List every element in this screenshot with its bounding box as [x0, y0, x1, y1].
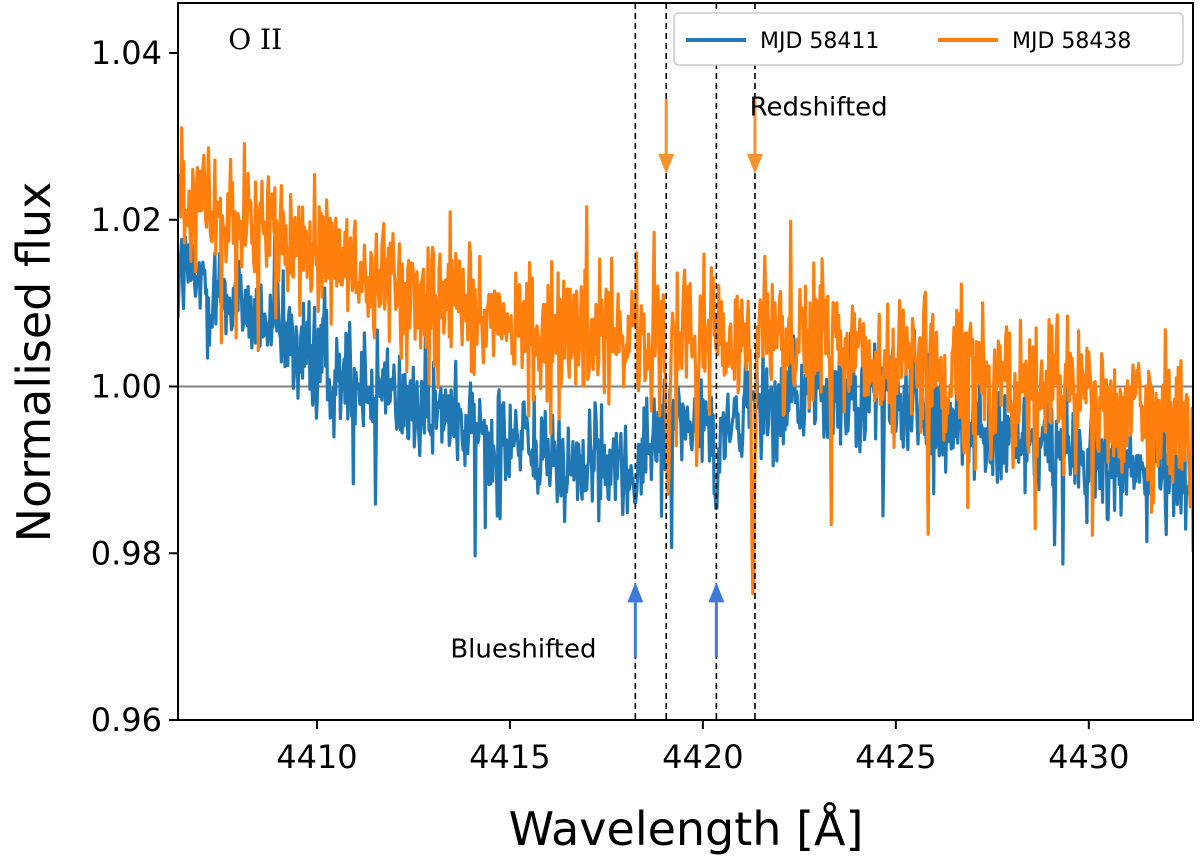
- redshift-arrow-1: [658, 98, 675, 174]
- redshift-arrow-2: [746, 98, 763, 174]
- shift-arrows: [627, 98, 763, 658]
- annotations: O II Redshifted Blueshifted: [228, 23, 887, 665]
- legend-label-mjd-58411: MJD 58411: [760, 29, 879, 54]
- species-annotation: O II: [228, 23, 282, 56]
- legend-box: [673, 12, 1184, 66]
- x-tick-label: 4430: [1048, 738, 1129, 776]
- x-tick-label: 4415: [469, 738, 550, 776]
- y-axis-ticks: 0.96 0.98 1.00 1.02 1.04: [91, 34, 178, 739]
- y-tick-label: 1.00: [91, 368, 162, 406]
- blueshift-arrow-4: [708, 582, 725, 658]
- x-axis-label: Wavelength [Å]: [509, 802, 864, 856]
- series-layer: [178, 126, 1193, 596]
- y-axis-label: Normalised flux: [7, 182, 61, 543]
- x-tick-label: 4420: [662, 738, 743, 776]
- y-tick-label: 0.96: [91, 701, 162, 739]
- series-line-mjd-58438: [178, 126, 1193, 596]
- y-tick-label: 1.02: [91, 201, 162, 239]
- plot-frame: [177, 2, 1194, 721]
- y-tick-label: 0.98: [91, 534, 162, 572]
- blueshift-arrow-3: [627, 582, 644, 658]
- x-tick-label: 4410: [276, 738, 357, 776]
- legend-label-mjd-58438: MJD 58438: [1012, 29, 1131, 54]
- x-axis-ticks: 4410 4415 4420 4425 4430: [276, 720, 1130, 776]
- blueshift-annotation: Blueshifted: [450, 634, 596, 664]
- redshift-annotation: Redshifted: [750, 93, 888, 123]
- y-tick-label: 1.04: [91, 34, 162, 72]
- series-line-mjd-58411: [178, 223, 1193, 566]
- x-tick-label: 4425: [855, 738, 936, 776]
- legend: MJD 58411 MJD 58438: [673, 12, 1184, 66]
